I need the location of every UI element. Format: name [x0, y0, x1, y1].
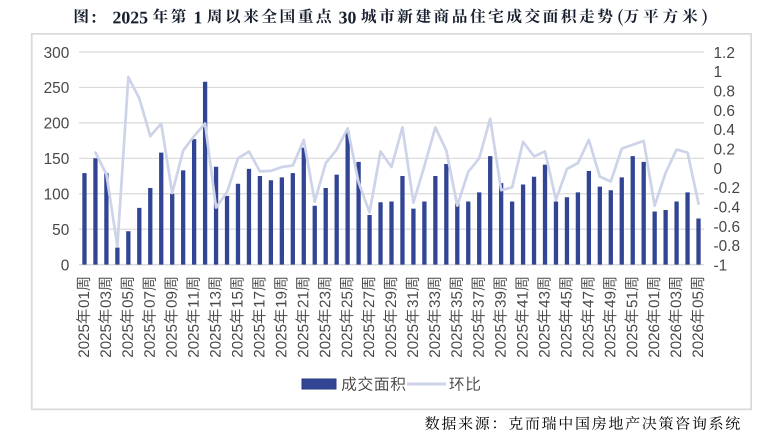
svg-text:-0.8: -0.8 [714, 238, 741, 255]
svg-text:0: 0 [61, 257, 70, 274]
svg-text:50: 50 [52, 222, 69, 239]
svg-text:150: 150 [44, 151, 70, 168]
svg-text:1: 1 [714, 64, 723, 81]
svg-text:0.6: 0.6 [714, 103, 735, 120]
svg-text:200: 200 [44, 116, 70, 133]
svg-text:0.8: 0.8 [714, 83, 735, 100]
svg-text:-1: -1 [714, 257, 728, 274]
svg-text:0.4: 0.4 [714, 122, 736, 139]
svg-text:0: 0 [714, 161, 723, 178]
svg-text:250: 250 [44, 80, 70, 97]
svg-text:0.2: 0.2 [714, 141, 735, 158]
svg-text:-0.4: -0.4 [714, 199, 741, 216]
svg-text:1.2: 1.2 [714, 45, 735, 62]
svg-text:300: 300 [44, 45, 70, 62]
svg-text:100: 100 [44, 187, 70, 204]
svg-text:-0.6: -0.6 [714, 219, 741, 236]
svg-text:-0.2: -0.2 [714, 180, 741, 197]
